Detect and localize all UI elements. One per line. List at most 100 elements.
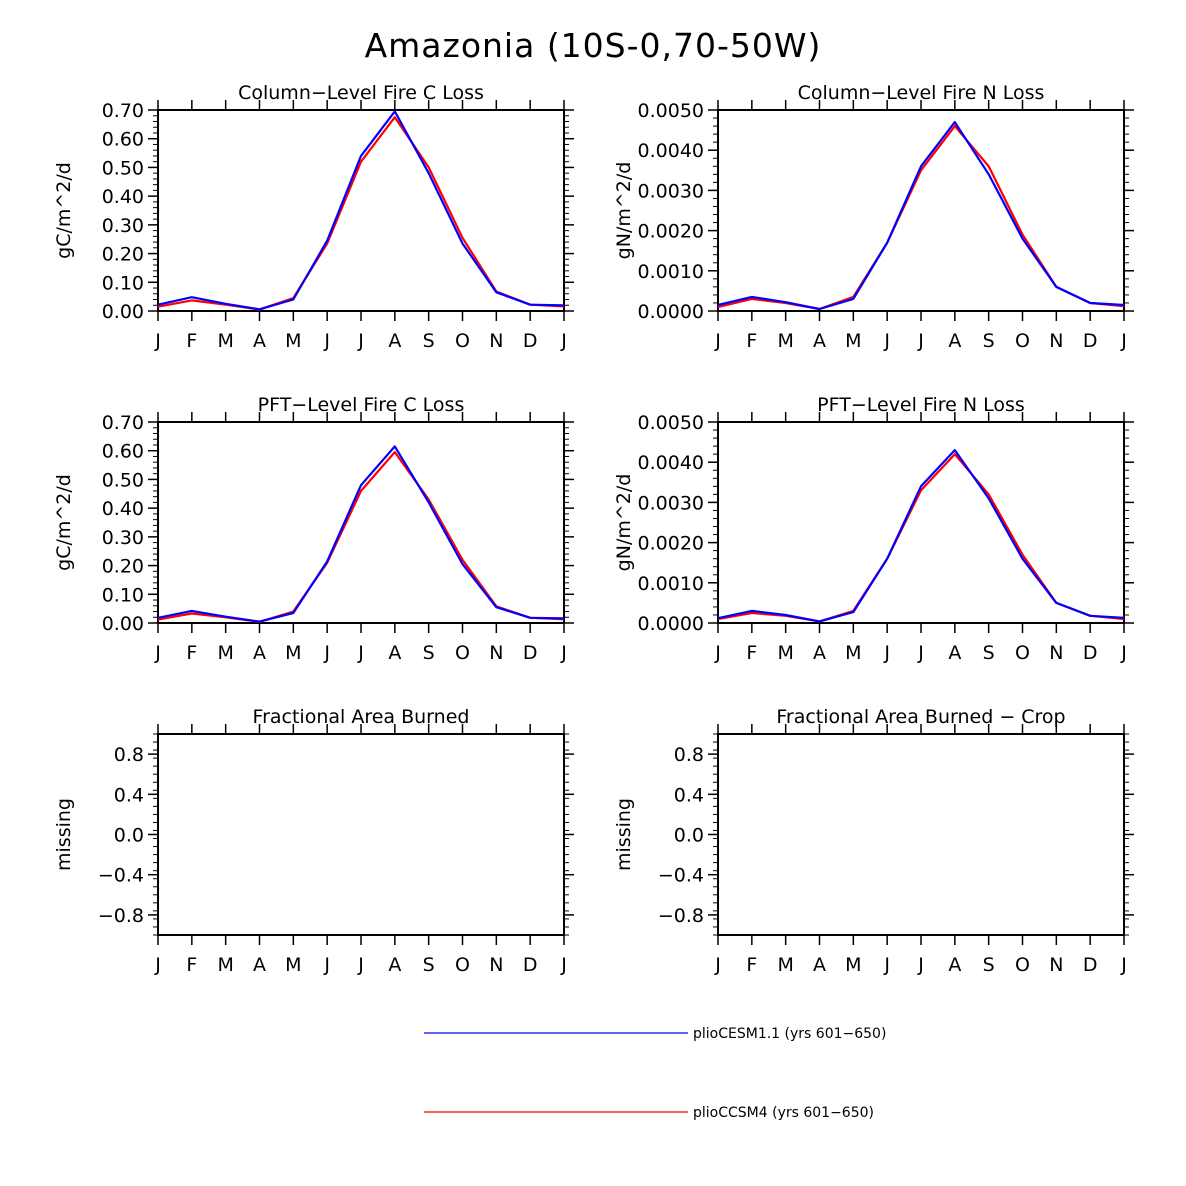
legend-label: plioCESM1.1 (yrs 601−650) <box>693 1026 886 1042</box>
x-tick-label: J <box>323 642 330 664</box>
x-tick-label: J <box>1120 330 1127 352</box>
x-tick-label: O <box>455 954 470 976</box>
y-tick-label: 0.10 <box>102 272 144 294</box>
x-tick-label: D <box>1083 330 1098 352</box>
y-tick-label: 0.10 <box>102 584 144 606</box>
y-tick-label: 0.0030 <box>638 492 704 514</box>
x-tick-label: O <box>455 330 470 352</box>
legend-item: plioCESM1.1 (yrs 601−650) <box>424 1026 886 1042</box>
x-tick-label: J <box>154 330 161 352</box>
series-line <box>717 453 1125 623</box>
series-line <box>717 449 1125 623</box>
plot-frame <box>157 109 565 312</box>
x-tick-label: N <box>489 330 503 352</box>
y-tick-label: 0.40 <box>102 498 144 520</box>
y-tick-label: −0.8 <box>658 905 704 927</box>
x-tick-label: S <box>423 954 435 976</box>
y-tick-label: 0.0040 <box>638 140 704 162</box>
x-tick-label: A <box>253 954 266 976</box>
x-tick-label: M <box>217 330 233 352</box>
y-tick-label: 0.30 <box>102 527 144 549</box>
y-tick-label: 0.0030 <box>638 180 704 202</box>
x-tick-label: F <box>186 642 197 664</box>
x-tick-label: J <box>323 954 330 976</box>
series-line <box>157 445 565 623</box>
plot-frame <box>717 109 1125 312</box>
x-tick-label: J <box>357 330 364 352</box>
y-tick-label: 0.50 <box>102 469 144 491</box>
plot-frame <box>717 421 1125 624</box>
x-tick-label: N <box>1049 954 1063 976</box>
legend-item: plioCCSM4 (yrs 601−650) <box>424 1105 874 1121</box>
x-tick-label: J <box>154 954 161 976</box>
plot-frame <box>157 733 565 936</box>
y-tick-label: −0.8 <box>98 905 144 927</box>
y-tick-label: 0.8 <box>674 744 704 766</box>
x-tick-label: F <box>186 330 197 352</box>
x-tick-label: M <box>285 642 301 664</box>
y-axis-label: missing <box>53 798 75 871</box>
chart-panel-3: J F M A M J J A S O N D J0.000.100.200.300.400.500.6… <box>53 394 574 664</box>
x-tick-label: J <box>917 642 924 664</box>
y-tick-label: 0.0040 <box>638 452 704 474</box>
x-tick-label: J <box>883 954 890 976</box>
series-line <box>717 120 1125 311</box>
series-line <box>717 124 1125 311</box>
x-tick-label: J <box>560 642 567 664</box>
y-tick-label: 0.20 <box>102 556 144 578</box>
chart-panel-1: J F M A M J J A S O N D J0.000.100.200.300.400.500.6… <box>53 82 574 352</box>
x-tick-label: A <box>253 330 266 352</box>
chart-panel-4: J F M A M J J A S O N D J0.00000.00100.00200.00300.0… <box>613 394 1134 664</box>
x-tick-label: M <box>777 330 793 352</box>
panel-title: PFT−Level Fire C Loss <box>258 394 465 416</box>
x-tick-label: J <box>714 954 721 976</box>
x-tick-label: O <box>1015 642 1030 664</box>
panel-title: Column−Level Fire N Loss <box>798 82 1045 104</box>
panel-title: Fractional Area Burned − Crop <box>776 706 1065 728</box>
x-tick-label: S <box>983 642 995 664</box>
y-tick-label: 0.70 <box>102 412 144 434</box>
x-tick-label: A <box>388 330 401 352</box>
series-line <box>157 110 565 311</box>
x-tick-label: A <box>813 330 826 352</box>
y-tick-label: 0.50 <box>102 157 144 179</box>
chart-panel-5: J F M A M J J A S O N D J−0.8−0.40.00.40.8Fractional… <box>53 706 574 976</box>
y-axis-label: missing <box>613 798 635 871</box>
x-tick-label: M <box>845 330 861 352</box>
x-tick-label: S <box>423 330 435 352</box>
x-tick-label: J <box>357 642 364 664</box>
y-tick-label: 0.0 <box>674 825 704 847</box>
x-tick-label: M <box>845 954 861 976</box>
panel-title: Column−Level Fire C Loss <box>238 82 484 104</box>
x-tick-label: O <box>1015 330 1030 352</box>
x-tick-label: J <box>1120 642 1127 664</box>
chart-panel-2: J F M A M J J A S O N D J0.00000.00100.00200.00300.0… <box>613 82 1134 352</box>
y-axis-label: gC/m^2/d <box>53 474 75 571</box>
y-tick-label: 0.40 <box>102 186 144 208</box>
x-tick-label: J <box>714 330 721 352</box>
plot-frame <box>157 421 565 624</box>
x-tick-label: O <box>455 642 470 664</box>
x-tick-label: A <box>388 642 401 664</box>
y-tick-label: 0.00 <box>102 301 144 323</box>
x-tick-label: J <box>883 330 890 352</box>
x-tick-label: J <box>560 954 567 976</box>
x-tick-label: A <box>948 642 961 664</box>
y-axis-label: gN/m^2/d <box>613 474 635 572</box>
y-tick-label: 0.0050 <box>638 412 704 434</box>
y-tick-label: 0.8 <box>114 744 144 766</box>
y-axis-label: gN/m^2/d <box>613 162 635 260</box>
series-line <box>157 116 565 311</box>
x-tick-label: J <box>560 330 567 352</box>
x-tick-label: N <box>489 954 503 976</box>
x-tick-label: F <box>746 954 757 976</box>
y-tick-label: 0.0010 <box>638 573 704 595</box>
y-tick-label: 0.0020 <box>638 221 704 243</box>
y-tick-label: 0.60 <box>102 441 144 463</box>
y-tick-label: −0.4 <box>98 865 144 887</box>
y-tick-label: 0.0050 <box>638 100 704 122</box>
x-tick-label: M <box>217 954 233 976</box>
y-tick-label: 0.0010 <box>638 261 704 283</box>
x-tick-label: D <box>1083 642 1098 664</box>
